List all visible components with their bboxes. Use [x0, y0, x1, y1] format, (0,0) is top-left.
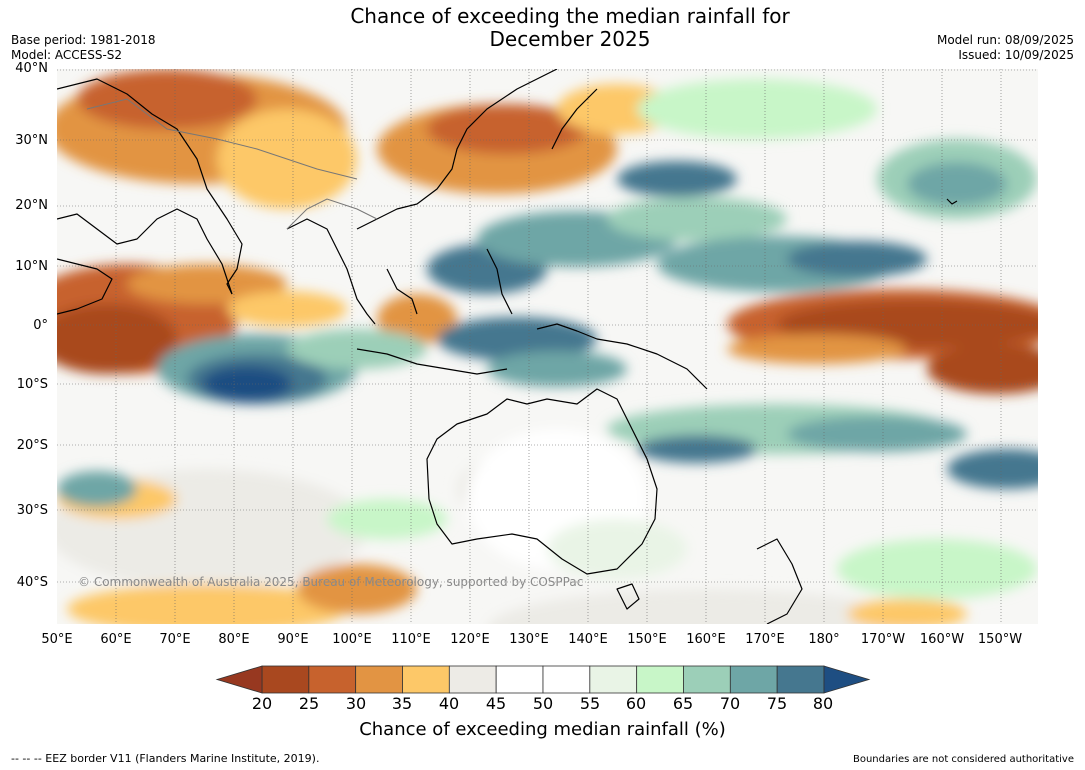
lat-label-40n: 40°N [15, 61, 48, 76]
east-africa-coast [57, 258, 113, 315]
lon-label-90e: 90°E [277, 632, 309, 647]
colorbar-tick-80: 80 [812, 694, 834, 713]
lon-label-150w: 150°W [977, 632, 1023, 647]
map-title: Chance of exceeding the median rainfall … [270, 5, 870, 51]
himalaya-border [86, 98, 358, 180]
colorbar-tick-70: 70 [719, 694, 741, 713]
colorbar-tick-30: 30 [345, 694, 367, 713]
philippines-coast [486, 248, 513, 315]
colorbar-tick-60: 60 [625, 694, 647, 713]
colorbar-tick-75: 75 [766, 694, 788, 713]
colorbar-title: Chance of exceeding median rainfall (%) [359, 719, 726, 740]
title-line-2: December 2025 [489, 27, 651, 51]
lon-label-120e: 120°E [450, 632, 490, 647]
lat-label-20n: 20°N [15, 198, 48, 213]
model-run: Model run: 08/09/2025 [936, 33, 1074, 47]
graticule [57, 69, 1038, 624]
lat-label-30s: 30°S [16, 503, 48, 518]
lon-label-160w: 160°W [919, 632, 965, 647]
colorbar-swatch [355, 665, 403, 694]
lon-label-100e: 100°E [332, 632, 372, 647]
colorbar-swatch [308, 665, 357, 694]
japan-coast [551, 88, 598, 150]
colorbar-swatch [261, 665, 310, 694]
colorbar-swatch [402, 665, 450, 694]
hawaii-coast [946, 198, 958, 205]
colorbar-tick-20: 20 [251, 694, 273, 713]
lon-label-70e: 70°E [159, 632, 191, 647]
colorbar-tick-65: 65 [672, 694, 694, 713]
rainfall-probability-field [57, 69, 1038, 624]
colorbar-swatch [448, 665, 497, 694]
lon-label-170w: 170°W [860, 632, 906, 647]
colorbar-high-arrow [823, 665, 871, 694]
eez-note: -- -- -- EEZ border V11 (Flanders Marine… [11, 752, 320, 765]
australia-coast [426, 388, 658, 575]
colorbar-tick-55: 55 [579, 694, 601, 713]
lat-label-0: 0° [33, 318, 48, 333]
lon-label-50e: 50°E [41, 632, 73, 647]
colorbar-swatch [683, 665, 731, 694]
lat-label-40s: 40°S [16, 575, 48, 590]
colorbar-tick-50: 50 [532, 694, 554, 713]
lon-label-180: 180° [808, 632, 840, 647]
copyright-notice: © Commonwealth of Australia 2025, Bureau… [78, 575, 584, 589]
colorbar [215, 665, 871, 694]
tasmania-coast [616, 583, 640, 610]
lon-label-160e: 160°E [686, 632, 726, 647]
colorbar-swatch [495, 665, 544, 694]
lon-label-150e: 150°E [627, 632, 667, 647]
colorbar-swatch [589, 665, 638, 694]
arabian-sea-coast [57, 208, 233, 295]
vietnam-coast [386, 268, 418, 315]
rainfall-map-svg [57, 69, 1038, 624]
rainfall-map [57, 69, 1038, 624]
burma-malay-coast [286, 218, 376, 325]
colorbar-tick-25: 25 [298, 694, 320, 713]
new-guinea-coast [536, 323, 708, 390]
lat-label-20s: 20°S [16, 438, 48, 453]
colorbar-tick-45: 45 [485, 694, 507, 713]
lat-label-30n: 30°N [15, 133, 48, 148]
china-coast [356, 69, 558, 230]
model-name: Model: ACCESS-S2 [11, 48, 123, 62]
base-period: Base period: 1981-2018 [11, 33, 156, 47]
india-coast [57, 78, 243, 295]
indonesia-coast [356, 348, 508, 375]
boundaries-note: Boundaries are not considered authoritat… [852, 754, 1074, 765]
lon-label-140e: 140°E [568, 632, 608, 647]
lon-label-60e: 60°E [100, 632, 132, 647]
meta-left: Base period: 1981-2018 Model: ACCESS-S2 [11, 33, 156, 63]
colorbar-swatch [729, 665, 778, 694]
se-asia-border [286, 198, 378, 230]
lat-label-10s: 10°S [16, 377, 48, 392]
lon-label-130e: 130°E [509, 632, 549, 647]
colorbar-swatch [636, 665, 684, 694]
coastlines [57, 69, 958, 624]
meta-right: Model run: 08/09/2025 Issued: 10/09/2025 [937, 33, 1074, 63]
lon-label-170e: 170°E [745, 632, 785, 647]
lat-label-10n: 10°N [15, 259, 48, 274]
lon-label-110e: 110°E [391, 632, 431, 647]
colorbar-tick-40: 40 [438, 694, 460, 713]
colorbar-swatch [776, 665, 825, 694]
new-zealand-coast [756, 538, 803, 624]
colorbar-low-arrow [215, 665, 263, 694]
country-borders [86, 98, 378, 230]
lon-label-80e: 80°E [218, 632, 250, 647]
colorbar-swatches [261, 665, 825, 694]
colorbar-tick-35: 35 [391, 694, 413, 713]
issued-date: Issued: 10/09/2025 [958, 48, 1074, 62]
title-line-1: Chance of exceeding the median rainfall … [350, 4, 790, 28]
colorbar-swatch [542, 665, 591, 694]
